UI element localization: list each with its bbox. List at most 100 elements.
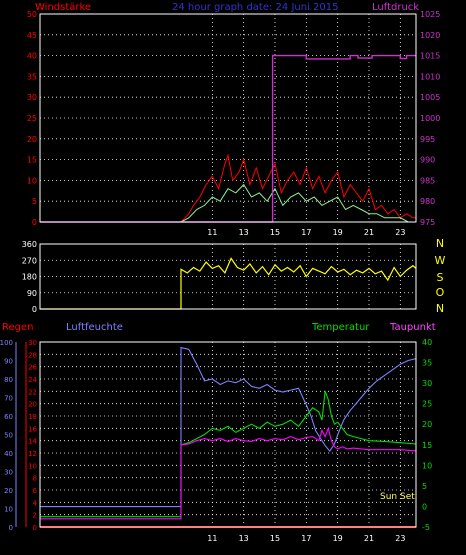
humidity-tick-label: 90 [4,358,13,366]
series-taupunkt [40,426,417,520]
rain-tick-label: 22 [28,388,37,396]
left-tick-label: 270 [22,256,37,265]
x-tick-label: 23 [395,534,405,543]
x-tick-label: 13 [239,534,249,543]
panel-frame [39,243,417,310]
chart-title: 24 hour graph date: 24 Juni 2015 [172,2,338,13]
panel-frame [39,341,417,528]
temperature-tick-label: 5 [422,482,427,491]
rain-tick-label: 28 [28,351,37,359]
left-tick-label: 20 [27,135,37,144]
compass-label: N [436,237,444,250]
right-tick-label: 1025 [420,10,440,19]
rain-tick-label: 0 [33,524,37,532]
right-tick-label: 995 [420,135,435,144]
panel-frame [39,13,417,223]
left-tick-label: 360 [22,240,37,249]
rain-tick-label: 16 [28,425,37,433]
x-tick-label: 19 [333,228,343,237]
humidity-tick-label: 0 [9,524,13,532]
temperature-tick-label: 10 [422,461,432,470]
temperature-tick-label: 35 [422,359,432,368]
rain-tick-label: 18 [28,413,37,421]
humidity-tick-label: 10 [4,506,13,514]
dewpoint-axis-title: Taupunkt [389,322,436,333]
x-tick-label: 21 [364,228,374,237]
series-temperatur [40,391,417,518]
rain-humidity-temp-panel: 0102030405060708090100024681012141618202… [0,338,432,543]
rain-tick-label: 8 [33,475,37,483]
humidity-tick-label: 40 [4,450,13,458]
temperature-tick-label: 40 [422,338,432,347]
right-tick-label: 1005 [420,93,440,102]
left-tick-label: 40 [27,52,37,61]
left-tick-label: 25 [27,114,37,123]
left-tick-label: 10 [27,176,37,185]
rain-tick-label: 12 [28,450,37,458]
rain-tick-label: 14 [28,438,37,446]
temperature-tick-label: 0 [422,502,427,511]
rain-axis-title: Regen [2,322,34,333]
right-tick-label: 980 [420,197,435,206]
humidity-axis-title: Luftfeuchte [66,322,123,333]
humidity-tick-label: 80 [4,376,13,384]
temperature-tick-label: 15 [422,441,432,450]
left-tick-label: 0 [32,305,37,314]
left-tick-label: 15 [27,156,37,165]
x-tick-label: 15 [270,534,280,543]
right-tick-label: 1020 [420,31,440,40]
wind-axis-title: Windstärke [35,2,91,13]
sunset-annotation: Sun Set [380,492,415,502]
humidity-tick-label: 30 [4,469,13,477]
temperature-tick-label: 20 [422,420,432,429]
rain-tick-label: 24 [28,376,37,384]
left-tick-label: 35 [27,72,37,81]
x-tick-label: 15 [270,228,280,237]
temperature-tick-label: 25 [422,400,432,409]
series-boeen [40,183,416,223]
left-tick-label: 5 [32,197,37,206]
left-tick-label: 45 [27,31,37,40]
x-tick-label: 17 [301,228,311,237]
right-tick-label: 1000 [420,114,440,123]
humidity-tick-label: 60 [4,413,13,421]
left-tick-label: 90 [27,289,37,298]
pressure-axis-title: Luftdruck [372,2,419,13]
x-tick-label: 23 [395,228,405,237]
series-luftdruck [40,54,416,223]
series-windstaerke [40,153,416,223]
temperature-tick-label: -5 [422,523,430,532]
humidity-tick-label: 20 [4,487,13,495]
right-tick-label: 990 [420,156,435,165]
rain-tick-label: 4 [33,499,38,507]
x-tick-label: 13 [239,228,249,237]
humidity-tick-label: 70 [4,395,13,403]
right-tick-label: 975 [420,218,435,227]
left-tick-label: 180 [22,273,37,282]
rain-tick-label: 26 [28,364,37,372]
compass-label: N [436,302,444,315]
left-tick-label: 0 [32,218,37,227]
right-tick-label: 985 [420,176,435,185]
temperature-axis-title: Temperatur [311,322,370,333]
x-tick-label: 11 [207,534,217,543]
humidity-tick-label: 100 [0,339,13,347]
rain-tick-label: 20 [28,401,37,409]
humidity-tick-label: 50 [4,432,13,440]
left-tick-label: 50 [27,10,37,19]
temperature-tick-label: 30 [422,379,432,388]
rain-tick-label: 30 [28,339,37,347]
series-luftfeuchte [40,346,417,508]
compass-label: O [436,286,445,299]
series-windrichtung [40,257,417,310]
rain-tick-label: 10 [28,462,37,470]
x-tick-label: 19 [333,534,343,543]
right-tick-label: 1015 [420,52,440,61]
wind-pressure-panel: 0510152025303540455097598098599099510001… [27,10,441,237]
left-tick-label: 30 [27,93,37,102]
x-tick-label: 21 [364,534,374,543]
compass-label: W [435,254,446,267]
x-tick-label: 11 [207,228,217,237]
